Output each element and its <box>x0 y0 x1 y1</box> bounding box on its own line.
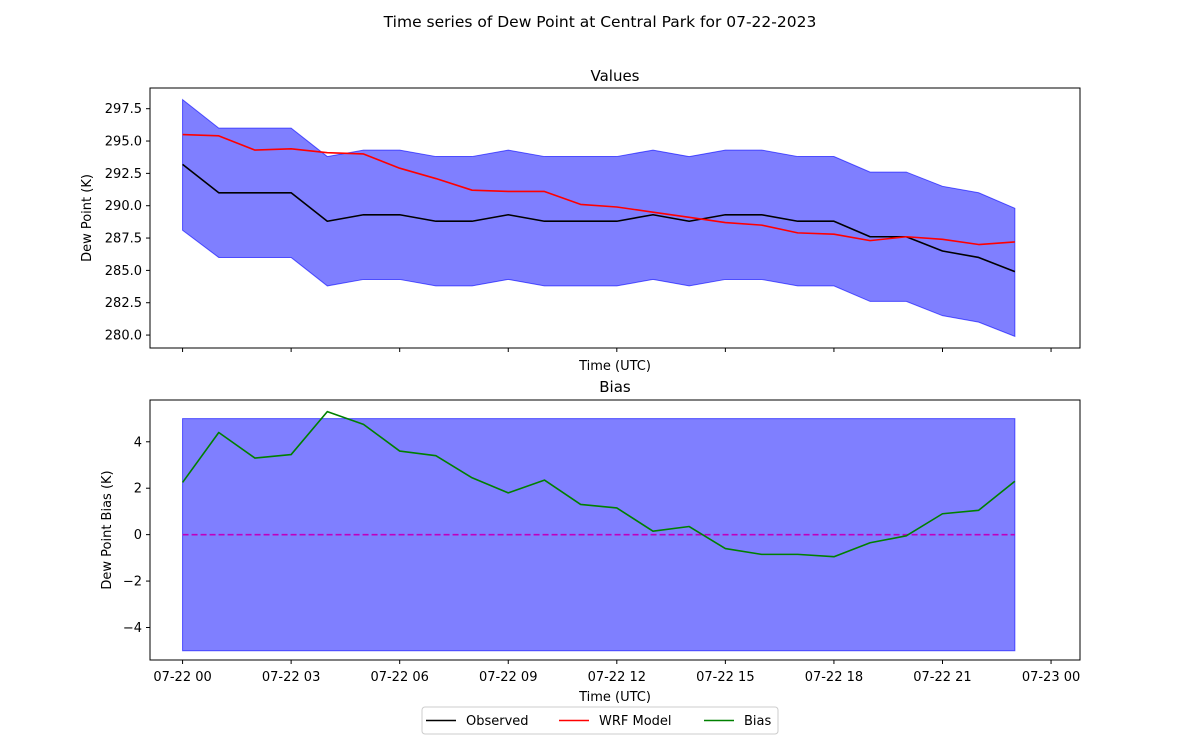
bias-x-tick-label: 07-22 21 <box>913 670 971 685</box>
legend-label-wrf-model: WRF Model <box>599 714 672 729</box>
values-x-axis-label: Time (UTC) <box>578 359 651 374</box>
values-y-tick-label: 287.5 <box>105 232 142 247</box>
values-x-axis <box>182 348 1052 352</box>
bias-y-axis: −4 −2 0 2 4 <box>123 435 150 636</box>
bias-x-axis-label: Time (UTC) <box>578 690 651 705</box>
values-y-axis-label: Dew Point (K) <box>80 174 95 262</box>
values-y-tick-label: 290.0 <box>105 199 142 214</box>
values-panel-title: Values <box>590 67 639 85</box>
legend-label-observed: Observed <box>466 714 529 729</box>
legend-box <box>421 706 779 735</box>
figure-title: Time series of Dew Point at Central Park… <box>383 13 817 31</box>
bias-x-tick-label: 07-22 00 <box>153 670 211 685</box>
bias-x-tick-label: 07-22 12 <box>588 670 646 685</box>
values-series-lines <box>182 133 1016 273</box>
bias-x-tick-label: 07-23 00 <box>1022 670 1080 685</box>
values-y-axis: 280.0 282.5 285.0 287.5 290.0 292.5 295.0 297.5 <box>105 102 150 344</box>
bias-x-tick-label: 07-22 03 <box>262 670 320 685</box>
bias-y-tick-label: 0 <box>134 528 142 543</box>
values-plot-frame <box>149 87 1081 349</box>
bias-panel-title: Bias <box>599 378 631 396</box>
values-band-area <box>182 98 1016 338</box>
bias-x-tick-label: 07-22 09 <box>479 670 537 685</box>
bias-y-tick-label: −4 <box>123 621 142 636</box>
bias-series-bias <box>181 410 1016 558</box>
values-y-tick-label: 295.0 <box>105 135 142 150</box>
legend: Observed WRF Model Bias <box>421 706 779 735</box>
bias-series-lines <box>181 410 1016 558</box>
bias-y-axis-label: Dew Point Bias (K) <box>100 470 115 589</box>
values-y-tick-label: 292.5 <box>105 167 142 182</box>
bias-plot-frame <box>149 399 1081 661</box>
bias-x-tick-label: 07-22 15 <box>696 670 754 685</box>
values-range-band <box>182 98 1016 338</box>
values-y-tick-label: 282.5 <box>105 296 142 311</box>
values-y-tick-label: 280.0 <box>105 329 142 344</box>
values-series-observed <box>182 163 1016 273</box>
bias-x-tick-label: 07-22 18 <box>805 670 863 685</box>
values-y-tick-label: 297.5 <box>105 102 142 117</box>
bias-y-tick-label: 4 <box>134 435 142 450</box>
values-series-wrf-model <box>182 133 1015 246</box>
bias-x-tick-label: 07-22 06 <box>370 670 428 685</box>
values-panel: Values 280.0 282.5 285.0 287.5 290.0 292.5 295… <box>80 67 1081 374</box>
bias-y-tick-label: 2 <box>134 482 142 497</box>
bias-x-axis: 07-22 00 07-22 03 07-22 06 07-22 09 07-22 12… <box>153 660 1080 685</box>
legend-label-bias: Bias <box>744 714 771 729</box>
bias-y-tick-label: −2 <box>123 575 142 590</box>
values-y-tick-label: 285.0 <box>105 264 142 279</box>
